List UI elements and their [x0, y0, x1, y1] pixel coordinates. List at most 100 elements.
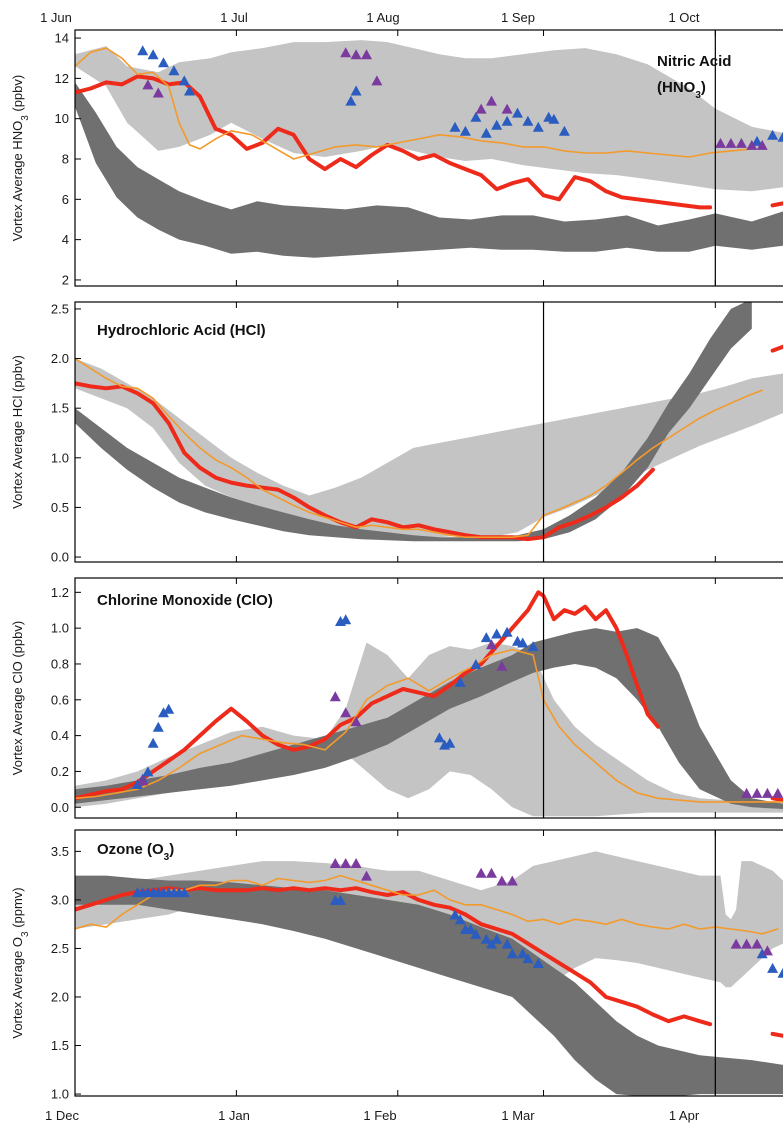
clo-blue-triangle-5 — [158, 707, 169, 718]
o3-blue-triangle-25 — [756, 948, 768, 959]
hno3-y-tick-label-3: 8 — [62, 152, 69, 167]
panel-chlorine-monoxide: 0.0 0.2 0.4 0.6 0.8 1.0 1.2 Vortex Average ClO … — [10, 577, 783, 819]
hno3-blue-triangle-18 — [548, 113, 560, 124]
o3-y-tick-label-2: 2.0 — [51, 989, 69, 1004]
o3-panel-title: Ozone (O3) — [97, 841, 174, 863]
clo-red-line-1 — [770, 796, 783, 803]
hno3-blue-triangle-7 — [350, 85, 362, 96]
o3-purple-triangle-7 — [506, 875, 518, 886]
top-axis-label-1-aug: 1 Aug — [366, 10, 399, 25]
bottom-date-axis: 1 Dec 1 Jan 1 Feb 1 Mar 1 Apr — [45, 1108, 700, 1123]
clo-purple-triangle-4 — [486, 639, 497, 650]
o3-blue-triangle-11 — [335, 894, 346, 905]
hno3-purple-triangle-4 — [361, 49, 372, 60]
hno3-blue-triangle-22 — [777, 131, 783, 142]
clo-y-axis-label: Vortex Average ClO (ppbv) — [10, 621, 25, 775]
o3-y-tick-label-5: 3.5 — [51, 844, 69, 859]
hno3-blue-triangle-9 — [459, 125, 471, 136]
hno3-blue-triangle-13 — [501, 115, 513, 126]
hcl-red-line-0 — [75, 381, 655, 542]
hno3-purple-triangle-5 — [371, 75, 383, 86]
hno3-y-axis-label: Vortex Average HNO3 (ppbv) — [10, 75, 31, 241]
top-axis-label-1-jun: 1 Jun — [40, 10, 72, 25]
o3-blue-triangle-15 — [465, 924, 477, 934]
o3-purple-triangle-2 — [350, 858, 362, 868]
o3-purple-triangle-9 — [741, 938, 753, 949]
clo-y-tick-label-0: 0.0 — [51, 800, 69, 815]
bottom-axis-label-1-feb: 1 Feb — [363, 1108, 396, 1123]
hcl-y-tick-label-4: 2.0 — [51, 351, 69, 366]
o3-purple-triangle-5 — [486, 867, 497, 878]
clo-purple-triangle-6 — [741, 787, 753, 798]
o3-blue-triangle-26 — [767, 962, 779, 973]
clo-blue-triangle-14 — [480, 632, 492, 643]
clo-blue-triangle-9 — [433, 732, 445, 743]
hcl-y-tick-label-2: 1.0 — [51, 450, 69, 465]
hcl-red-line-1 — [770, 344, 783, 353]
o3-blue-triangle-21 — [506, 948, 518, 959]
clo-purple-triangle-2 — [340, 707, 352, 718]
hcl-plot-area — [75, 302, 783, 542]
hcl-light-model-band — [75, 358, 783, 538]
hno3-purple-triangle-11 — [735, 137, 747, 148]
bottom-axis-label-1-dec: 1 Dec — [45, 1108, 79, 1123]
o3-blue-triangle-23 — [522, 953, 534, 964]
hno3-blue-triangle-14 — [512, 107, 523, 118]
hno3-red-line-1 — [770, 201, 783, 208]
hno3-blue-triangle-12 — [491, 119, 503, 130]
clo-blue-triangle-13 — [470, 659, 482, 669]
o3-blue-triangle-27 — [777, 967, 783, 978]
clo-y-tick-label-5: 1.0 — [51, 621, 69, 636]
o3-purple-triangle-4 — [475, 867, 487, 878]
hno3-blue-triangle-1 — [147, 49, 159, 60]
hno3-panel-title-line-2: (HNO3) — [657, 79, 706, 101]
clo-y-tick-label-2: 0.4 — [51, 728, 69, 743]
o3-purple-triangle-11 — [761, 945, 773, 956]
clo-blue-triangle-18 — [517, 637, 529, 648]
o3-frame — [74, 829, 783, 1097]
hno3-purple-triangle-10 — [725, 137, 737, 148]
hno3-purple-triangle-9 — [715, 137, 726, 148]
clo-panel-title: Chlorine Monoxide (ClO) — [97, 592, 273, 609]
top-axis-label-1-oct: 1 Oct — [668, 10, 699, 25]
hcl-y-axis-label: Vortex Average HCl (ppbv) — [10, 355, 25, 509]
clo-blue-triangle-19 — [527, 641, 539, 652]
hno3-plot-area — [75, 40, 783, 258]
clo-purple-triangle-0 — [137, 775, 149, 786]
o3-blue-triangle-13 — [454, 914, 466, 925]
clo-y-tick-label-4: 0.8 — [51, 656, 69, 671]
bottom-axis-label-1-jan: 1 Jan — [218, 1108, 250, 1123]
panel-ozone: 1.0 1.5 2.0 2.5 3.0 3.5 Vortex Average O3 (ppm… — [10, 829, 783, 1102]
top-axis-label-1-sep: 1 Sep — [501, 10, 535, 25]
clo-frame — [74, 577, 783, 819]
hno3-purple-triangle-6 — [475, 103, 487, 114]
o3-purple-triangle-6 — [496, 875, 508, 886]
hcl-frame — [74, 301, 783, 563]
hno3-blue-triangle-20 — [751, 135, 763, 146]
clo-red-line-0 — [75, 590, 661, 801]
hno3-blue-triangle-6 — [345, 95, 357, 106]
hcl-orange-line-0 — [75, 357, 764, 539]
clo-blue-triangle-8 — [340, 614, 352, 625]
clo-y-tick-label-1: 0.2 — [51, 764, 69, 779]
hno3-purple-triangle-12 — [746, 139, 758, 150]
o3-blue-triangle-17 — [480, 933, 492, 944]
hno3-blue-triangle-19 — [558, 125, 570, 136]
hno3-y-tick-label-2: 6 — [62, 192, 69, 207]
clo-purple-triangle-1 — [329, 691, 341, 702]
clo-blue-triangle-0 — [132, 779, 143, 789]
hno3-blue-triangle-5 — [184, 85, 195, 96]
clo-blue-triangle-16 — [501, 626, 513, 637]
clo-blue-triangle-15 — [491, 628, 503, 639]
hno3-purple-triangle-13 — [756, 139, 768, 150]
hno3-frame — [74, 29, 783, 287]
o3-purple-triangle-10 — [751, 938, 763, 949]
bottom-axis-label-1-apr: 1 Apr — [669, 1108, 700, 1123]
hcl-panel-title: Hydrochloric Acid (HCl) — [97, 322, 266, 339]
o3-blue-triangle-20 — [501, 938, 513, 949]
panel-hydrochloric-acid: 0.0 0.5 1.0 1.5 2.0 2.5 Vortex Average HCl (pp… — [10, 301, 783, 565]
hno3-y-tick-label-5: 12 — [55, 71, 69, 86]
hno3-purple-triangle-8 — [501, 103, 513, 114]
hcl-y-tick-label-1: 0.5 — [51, 500, 69, 515]
